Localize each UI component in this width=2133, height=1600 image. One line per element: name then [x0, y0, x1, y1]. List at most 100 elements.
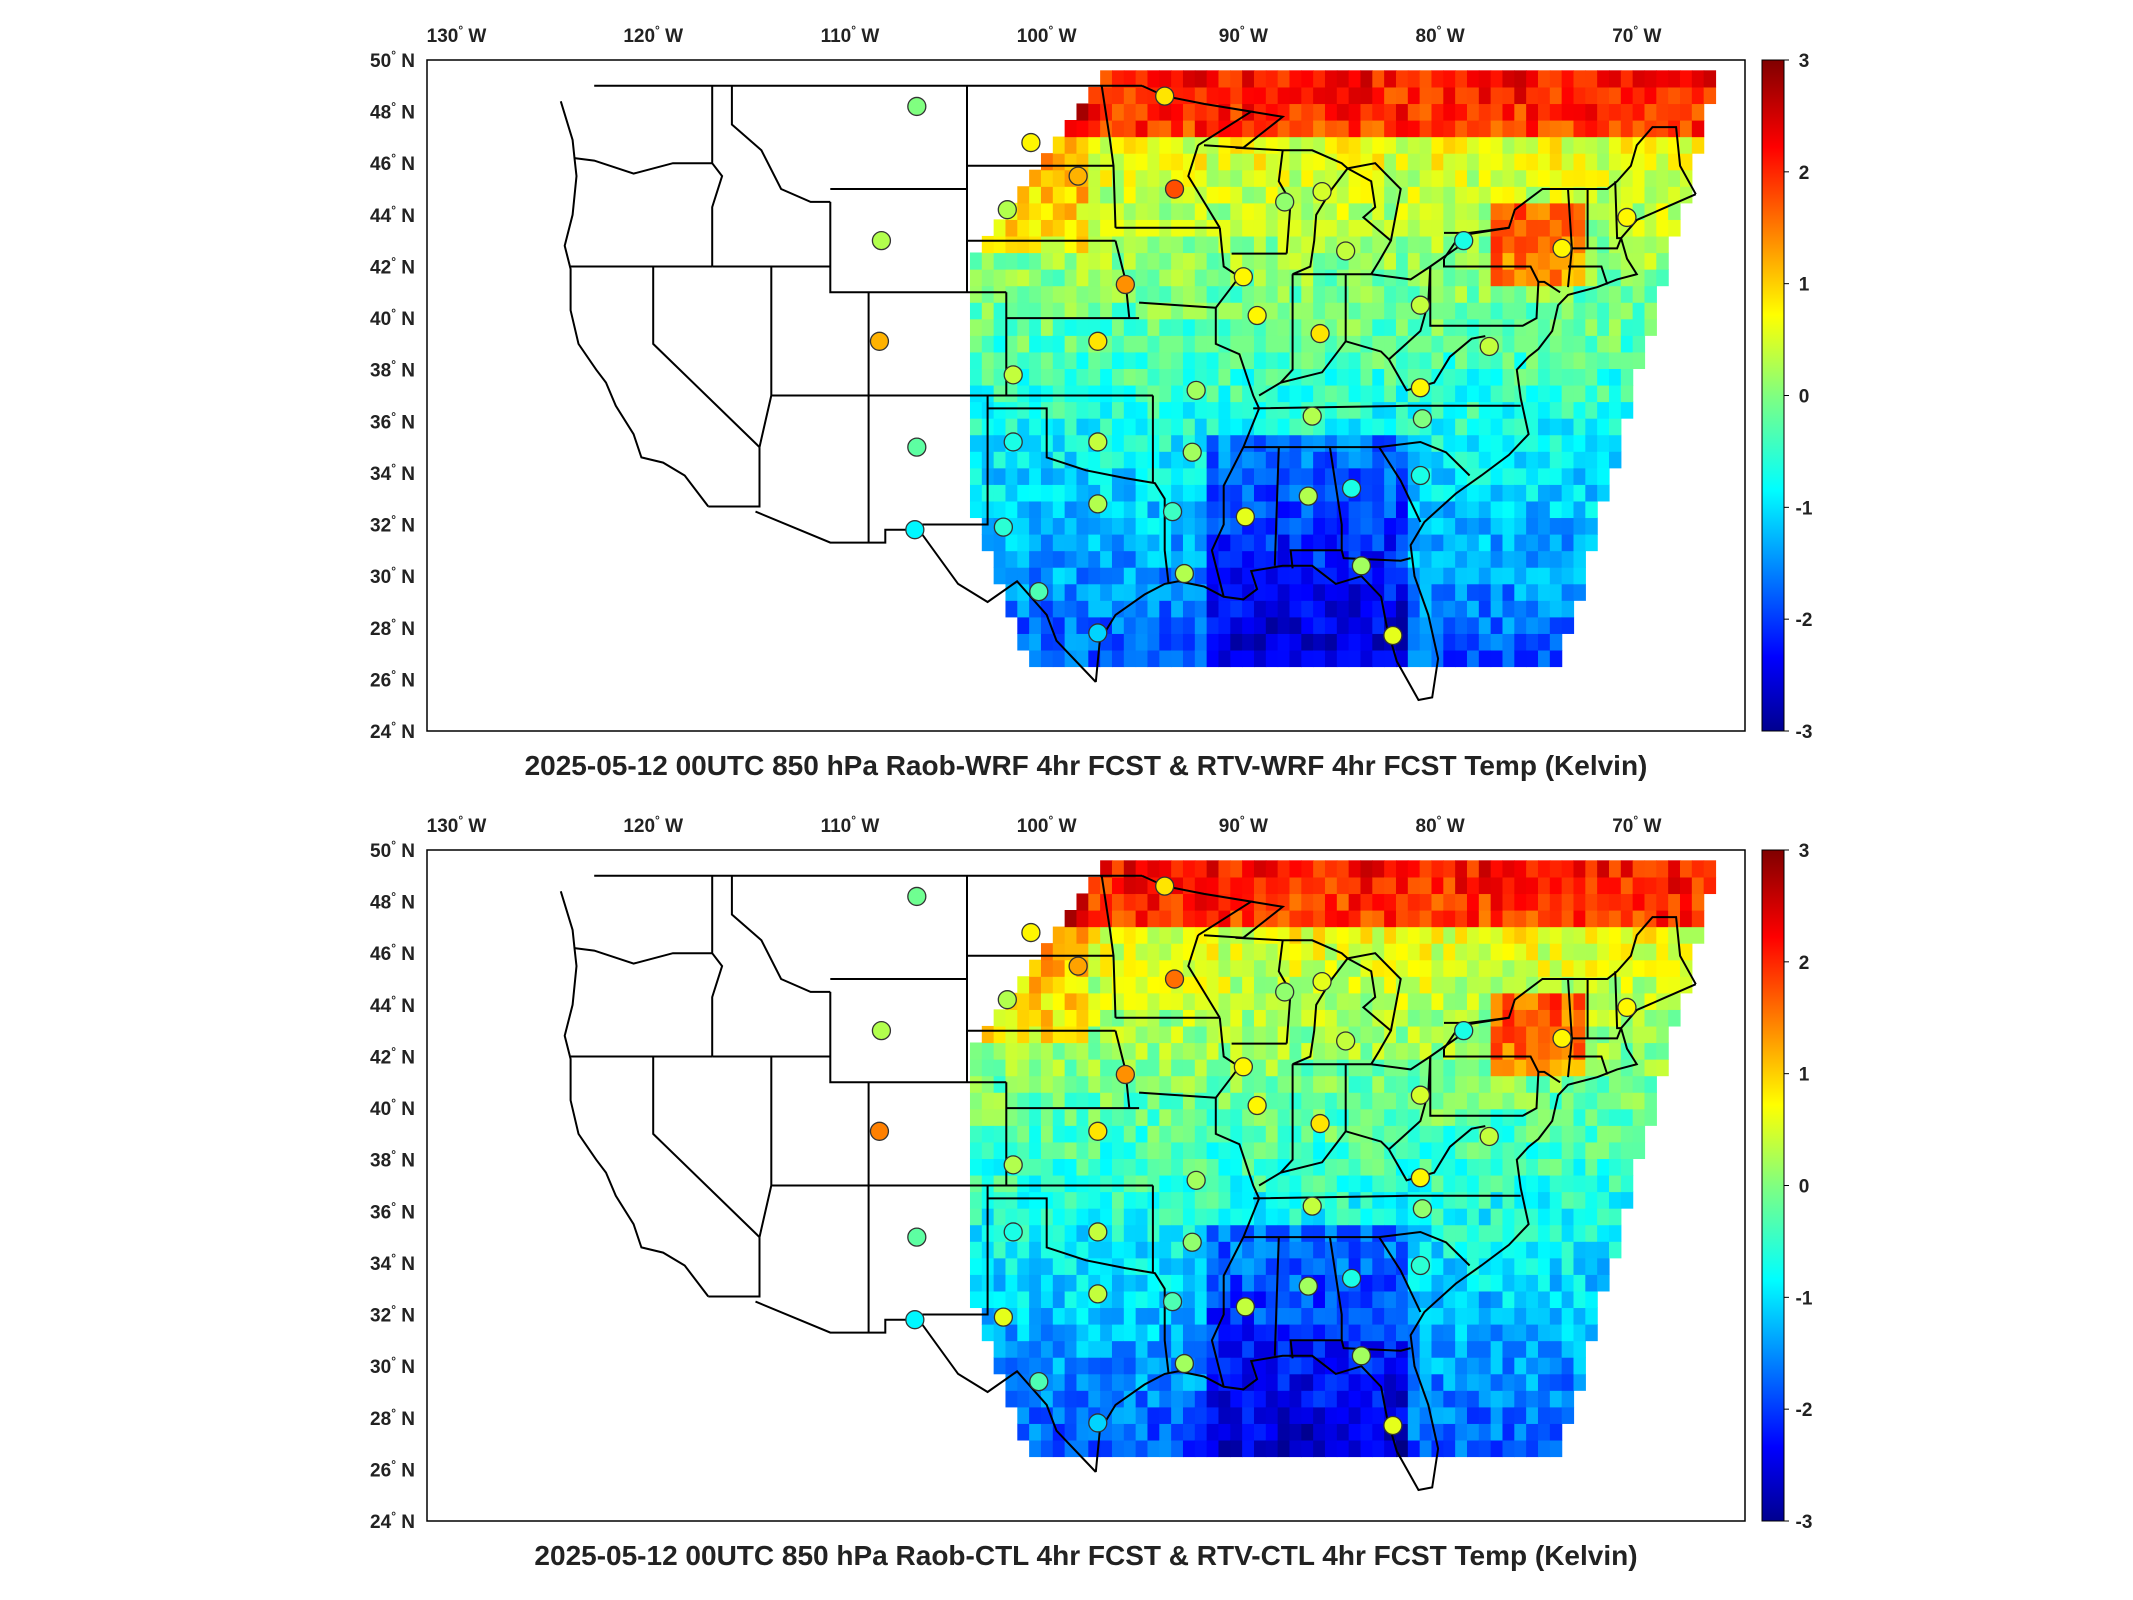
field-cell [1100, 649, 1113, 668]
field-cell [1277, 451, 1291, 469]
field-cell [1052, 136, 1066, 154]
field-cell [1100, 600, 1113, 618]
field-cell [1585, 103, 1598, 121]
field-cell [1608, 318, 1622, 336]
field-cell [1466, 1390, 1480, 1408]
field-cell [1076, 893, 1089, 911]
field-cell [1585, 1224, 1598, 1242]
field-cell [1277, 534, 1291, 552]
field-cell [1549, 451, 1563, 469]
raob-marker [1617, 207, 1637, 228]
field-cell [1360, 451, 1373, 469]
field-cell [1265, 235, 1279, 254]
field-cell [1608, 1208, 1622, 1226]
field-cell [1052, 1324, 1066, 1342]
field-cell [1455, 1174, 1468, 1193]
field-cell [1514, 1125, 1527, 1143]
field-cell [1443, 1158, 1456, 1176]
field-cell [1123, 926, 1137, 944]
field-cell [1537, 550, 1551, 568]
field-cell [1218, 1224, 1231, 1242]
field-cell [1135, 1423, 1149, 1441]
field-cell [1111, 351, 1125, 370]
field-cell [1301, 384, 1314, 403]
field-cell [1561, 120, 1575, 138]
state-boundary [1347, 957, 1393, 1065]
field-cell [1478, 1208, 1492, 1226]
field-cell [1159, 1406, 1172, 1424]
field-cell [1076, 120, 1089, 138]
field-cell [1123, 583, 1137, 601]
field-cell [1656, 86, 1669, 105]
field-cell [1123, 302, 1137, 320]
field-cell [1029, 484, 1042, 502]
raob-marker [997, 200, 1017, 220]
field-cell [1573, 1241, 1586, 1259]
field-cell [1537, 434, 1551, 452]
field-cell [1466, 86, 1480, 105]
field-cell [1407, 219, 1421, 237]
field-cell [1585, 1290, 1598, 1309]
field-cell [1478, 1257, 1492, 1275]
field-cell [1159, 633, 1172, 651]
field-cell [1348, 202, 1362, 220]
state-boundary [1277, 150, 1292, 254]
field-cell [1135, 351, 1149, 370]
field-cell [1360, 1141, 1373, 1160]
field-cell [1206, 169, 1220, 187]
field-cell [1301, 1141, 1314, 1160]
field-cell [1017, 269, 1030, 287]
field-cell [1324, 500, 1338, 519]
field-cell [1040, 1439, 1054, 1458]
field-cell [993, 1174, 1007, 1193]
field-cell [1336, 1390, 1350, 1408]
field-cell [1384, 285, 1397, 303]
field-cell [1336, 368, 1350, 386]
field-cell [1265, 876, 1279, 895]
field-cell [1466, 103, 1480, 121]
field-cell [1656, 136, 1669, 154]
raob-marker [1410, 1085, 1431, 1105]
field-cell [1159, 567, 1172, 585]
field-cell [1585, 534, 1598, 552]
field-cell [1490, 893, 1504, 911]
field-cell [1182, 252, 1196, 270]
field-cell [1313, 1307, 1326, 1325]
field-cell [1384, 451, 1397, 469]
colorbar-ramp [1761, 59, 1785, 732]
field-cell [1573, 860, 1586, 878]
field-cell [1277, 1340, 1291, 1358]
field-cell [1549, 467, 1563, 485]
field-cell [1064, 1009, 1078, 1027]
field-cell [1277, 467, 1291, 485]
field-cell [1218, 269, 1231, 287]
field-cell [1005, 335, 1018, 353]
field-cell [1514, 1290, 1527, 1309]
field-cell [1301, 153, 1314, 171]
field-cell [1395, 1373, 1409, 1391]
field-cell [1419, 186, 1433, 204]
field-cell [1040, 649, 1054, 668]
field-cell [1372, 567, 1385, 585]
field-cell [1573, 318, 1586, 336]
field-cell [1561, 269, 1575, 287]
colorbar-tick-label: 2 [1799, 163, 1810, 184]
field-cell [1029, 1125, 1042, 1143]
field-cell [1017, 616, 1030, 634]
field-cell [1182, 235, 1196, 254]
field-cell [1100, 1092, 1113, 1110]
field-cell [1324, 1307, 1338, 1325]
field-cell [1348, 103, 1362, 121]
field-cell [1064, 1125, 1078, 1143]
field-cell [969, 1274, 983, 1292]
field-cell [1242, 976, 1255, 994]
field-cell [1064, 1290, 1078, 1309]
field-cell [1301, 1158, 1314, 1176]
field-cell [1230, 434, 1243, 452]
field-cell [1100, 1357, 1113, 1375]
field-cell [1194, 1108, 1208, 1126]
field-cell [1490, 1307, 1504, 1325]
field-cell [1573, 910, 1586, 928]
field-cell [1490, 633, 1504, 651]
field-cell [1632, 351, 1646, 370]
